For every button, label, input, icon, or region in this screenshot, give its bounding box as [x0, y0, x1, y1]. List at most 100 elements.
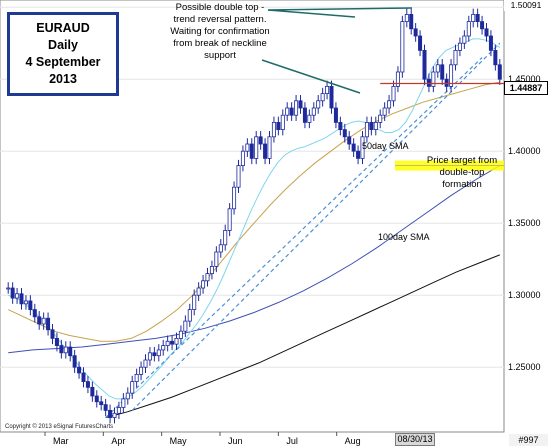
candle-body	[174, 337, 179, 345]
candle-body	[382, 107, 387, 116]
candle-body	[360, 136, 365, 159]
sma50-line	[7, 81, 500, 342]
candle-body	[484, 28, 489, 37]
candle-body	[85, 381, 90, 388]
annotation-line-3: Waiting for confirmation	[170, 26, 270, 37]
sma200-line	[105, 254, 500, 419]
candle-body	[431, 71, 436, 87]
target-line-2: double-top	[439, 167, 485, 178]
candle-body	[462, 35, 467, 44]
x-tick-label: Aug	[345, 436, 361, 446]
candle-body	[426, 78, 431, 87]
candle-body	[449, 64, 454, 87]
trendline-lower	[105, 57, 483, 419]
candle-body	[369, 122, 374, 131]
candle-body	[143, 359, 148, 368]
candle-body	[347, 136, 352, 145]
candle-body	[54, 337, 59, 346]
title-symbol: EURAUD	[36, 21, 90, 35]
chart-title-box: EURAUD Daily 4 September 2013	[7, 12, 119, 96]
top-price-tag: 1.50091	[504, 0, 548, 11]
annotation-line-2: trend reversal pattern.	[173, 14, 267, 25]
annotation-line-1: Possible double top -	[175, 2, 265, 13]
candle-body	[214, 251, 219, 267]
candle-body	[276, 122, 281, 131]
annotation-line-4: from break of neckline	[173, 38, 267, 49]
candle-body	[267, 136, 272, 159]
candle-body	[497, 64, 502, 80]
sma100-label: 100day SMA	[378, 232, 430, 242]
candle-body	[440, 64, 445, 80]
candle-body	[245, 143, 250, 152]
candle-body	[139, 366, 144, 375]
candle-body	[373, 122, 378, 131]
x-tick-label: Jun	[228, 436, 243, 446]
candle-body	[232, 186, 237, 210]
candle-body	[72, 355, 77, 368]
candle-body	[161, 345, 166, 351]
candle-body	[400, 21, 405, 73]
title-date: 4 September	[25, 55, 101, 69]
target-line-3: formation	[442, 179, 482, 190]
arrow-to-neckline	[261, 59, 361, 94]
candle-body	[32, 309, 37, 318]
candle-body	[258, 136, 263, 145]
candle-body	[480, 21, 485, 30]
candle-body	[15, 293, 20, 299]
title-timeframe: Daily	[48, 38, 78, 52]
candle-body	[187, 309, 192, 322]
candle-body	[378, 114, 383, 123]
annotation-line-5: support	[204, 50, 236, 61]
candle-body	[453, 50, 458, 66]
candle-body	[77, 366, 82, 374]
title-year: 2013	[49, 72, 77, 86]
y-tick-label: 1.30000	[508, 290, 541, 300]
candle-body	[94, 395, 99, 403]
candle-body	[418, 35, 423, 51]
candle-body	[121, 398, 126, 408]
candle-body	[316, 100, 321, 109]
candle-body	[294, 100, 299, 116]
candle-body	[395, 71, 400, 87]
candle-body	[90, 386, 95, 397]
target-line-1: Price target from	[426, 155, 498, 166]
candle-body	[59, 345, 64, 354]
cursor-date-box: 08/30/13	[395, 433, 435, 446]
candle-body	[170, 340, 175, 345]
x-tick-label: May	[170, 436, 188, 446]
candle-body	[342, 129, 347, 138]
candle-body	[404, 13, 409, 22]
indicator-lines	[7, 38, 501, 419]
candlesticks	[6, 8, 502, 424]
candle-body	[196, 287, 201, 296]
candle-body	[19, 293, 24, 305]
x-tick-label: Mar	[53, 436, 69, 446]
current-price-tag: 1.44887	[504, 81, 548, 95]
candle-body	[444, 78, 449, 87]
candle-body	[422, 50, 427, 80]
candle-body	[63, 346, 68, 354]
candle-body	[23, 300, 28, 305]
candle-body	[311, 107, 316, 116]
candle-body	[156, 349, 161, 357]
candle-body	[50, 329, 55, 339]
candle-body	[475, 13, 480, 22]
candle-body	[134, 373, 139, 382]
y-tick-label: 1.40000	[508, 146, 541, 156]
sma-short-line	[8, 38, 501, 400]
candle-body	[493, 50, 498, 66]
candle-body	[192, 294, 197, 311]
candle-body	[289, 107, 294, 116]
copyright-text: Copyright © 2013 eSignal FuturesCharts	[5, 424, 114, 430]
sma100-line	[8, 165, 501, 354]
candle-body	[201, 280, 206, 289]
candle-body	[41, 317, 46, 325]
arrow-to-second-top	[267, 7, 413, 11]
candle-body	[165, 340, 170, 346]
candle-body	[240, 150, 245, 166]
candle-body	[298, 100, 303, 109]
candle-body	[112, 412, 117, 418]
candle-body	[471, 13, 476, 22]
candle-body	[338, 122, 343, 131]
